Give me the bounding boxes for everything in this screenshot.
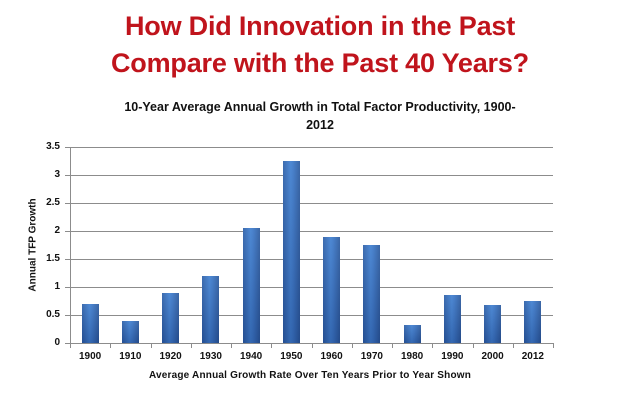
x-tick-mark (190, 343, 192, 348)
bar-2012 (524, 301, 542, 343)
y-tick-mark (65, 175, 70, 176)
bar-1900 (81, 303, 99, 344)
x-tick-mark (110, 343, 112, 348)
gridline (70, 203, 553, 204)
y-tick-label: 1 (54, 281, 60, 292)
y-tick-label: 1.5 (46, 253, 60, 264)
y-tick-mark (65, 203, 70, 204)
slide-title: How Did Innovation in the Past Compare w… (0, 8, 640, 82)
plot-area: 0 0.5 1 1.5 2 2.5 3 3.5 1900 1910 1920 1930 1940 1950… (46, 141, 554, 362)
y-tick-mark (65, 287, 70, 288)
y-tick-mark (65, 147, 70, 148)
x-tick-label: 1910 (119, 351, 142, 362)
x-tick-mark (512, 343, 514, 348)
gridline (70, 147, 553, 148)
bar-1960 (323, 236, 341, 344)
bar-1980 (403, 324, 421, 344)
gridline (70, 259, 553, 260)
bar-1970 (363, 245, 381, 343)
gridline (70, 231, 553, 232)
y-tick-label: 0.5 (46, 309, 60, 320)
x-tick-label: 1940 (240, 351, 263, 362)
x-tick-label: 1950 (280, 351, 303, 362)
x-tick-mark (472, 343, 474, 348)
x-tick-mark (553, 343, 554, 348)
y-axis-title: Annual TFP Growth (27, 198, 39, 292)
x-tick-label: 1980 (401, 351, 424, 362)
y-tick-label: 3.5 (46, 141, 60, 152)
x-tick-mark (432, 343, 434, 348)
y-tick-mark (65, 315, 70, 316)
bar-1920 (162, 292, 180, 344)
y-tick-label: 3 (54, 169, 60, 180)
chart-title-line-1: 10-Year Average Annual Growth in Total F… (124, 100, 516, 114)
x-tick-label: 2012 (521, 351, 544, 362)
x-tick-label: 1920 (159, 351, 182, 362)
bar-1940 (242, 228, 260, 343)
y-tick-mark (65, 259, 70, 260)
y-tick-mark (65, 231, 70, 232)
y-tick-label: 2 (54, 225, 60, 236)
x-tick-mark (271, 343, 273, 348)
x-tick-label: 1970 (360, 351, 383, 362)
x-tick-mark (392, 343, 393, 348)
gridline (70, 175, 553, 176)
y-tick-label: 2.5 (46, 197, 60, 208)
bar-1910 (121, 320, 139, 344)
y-axis-line (70, 147, 71, 343)
x-tick-mark (150, 343, 152, 348)
chart-title-line-2: 2012 (306, 118, 334, 132)
x-tick-mark (70, 343, 71, 348)
x-tick-label: 1900 (79, 351, 102, 362)
y-tick-mark (65, 343, 70, 344)
gridline (70, 287, 553, 288)
bar-1990 (443, 295, 461, 343)
slide-title-line-1: How Did Innovation in the Past (124, 11, 515, 41)
x-tick-mark (351, 343, 353, 348)
bar-1950 (282, 161, 300, 343)
x-axis-title: Average Annual Growth Rate Over Ten Year… (148, 370, 472, 381)
gridline (70, 315, 553, 316)
x-tick-label: 2000 (481, 351, 504, 362)
x-tick-mark (231, 343, 232, 348)
x-tick-label: 1930 (199, 351, 222, 362)
x-tick-mark (311, 343, 313, 348)
x-tick-label: 1960 (320, 351, 343, 362)
y-tick-label: 0 (54, 337, 60, 348)
bar-2000 (484, 304, 502, 344)
x-tick-label: 1990 (441, 351, 464, 362)
slide-title-line-2: Compare with the Past 40 Years? (111, 48, 529, 78)
bar-1930 (202, 275, 220, 344)
chart-title: 10-Year Average Annual Growth in Total F… (60, 98, 580, 134)
